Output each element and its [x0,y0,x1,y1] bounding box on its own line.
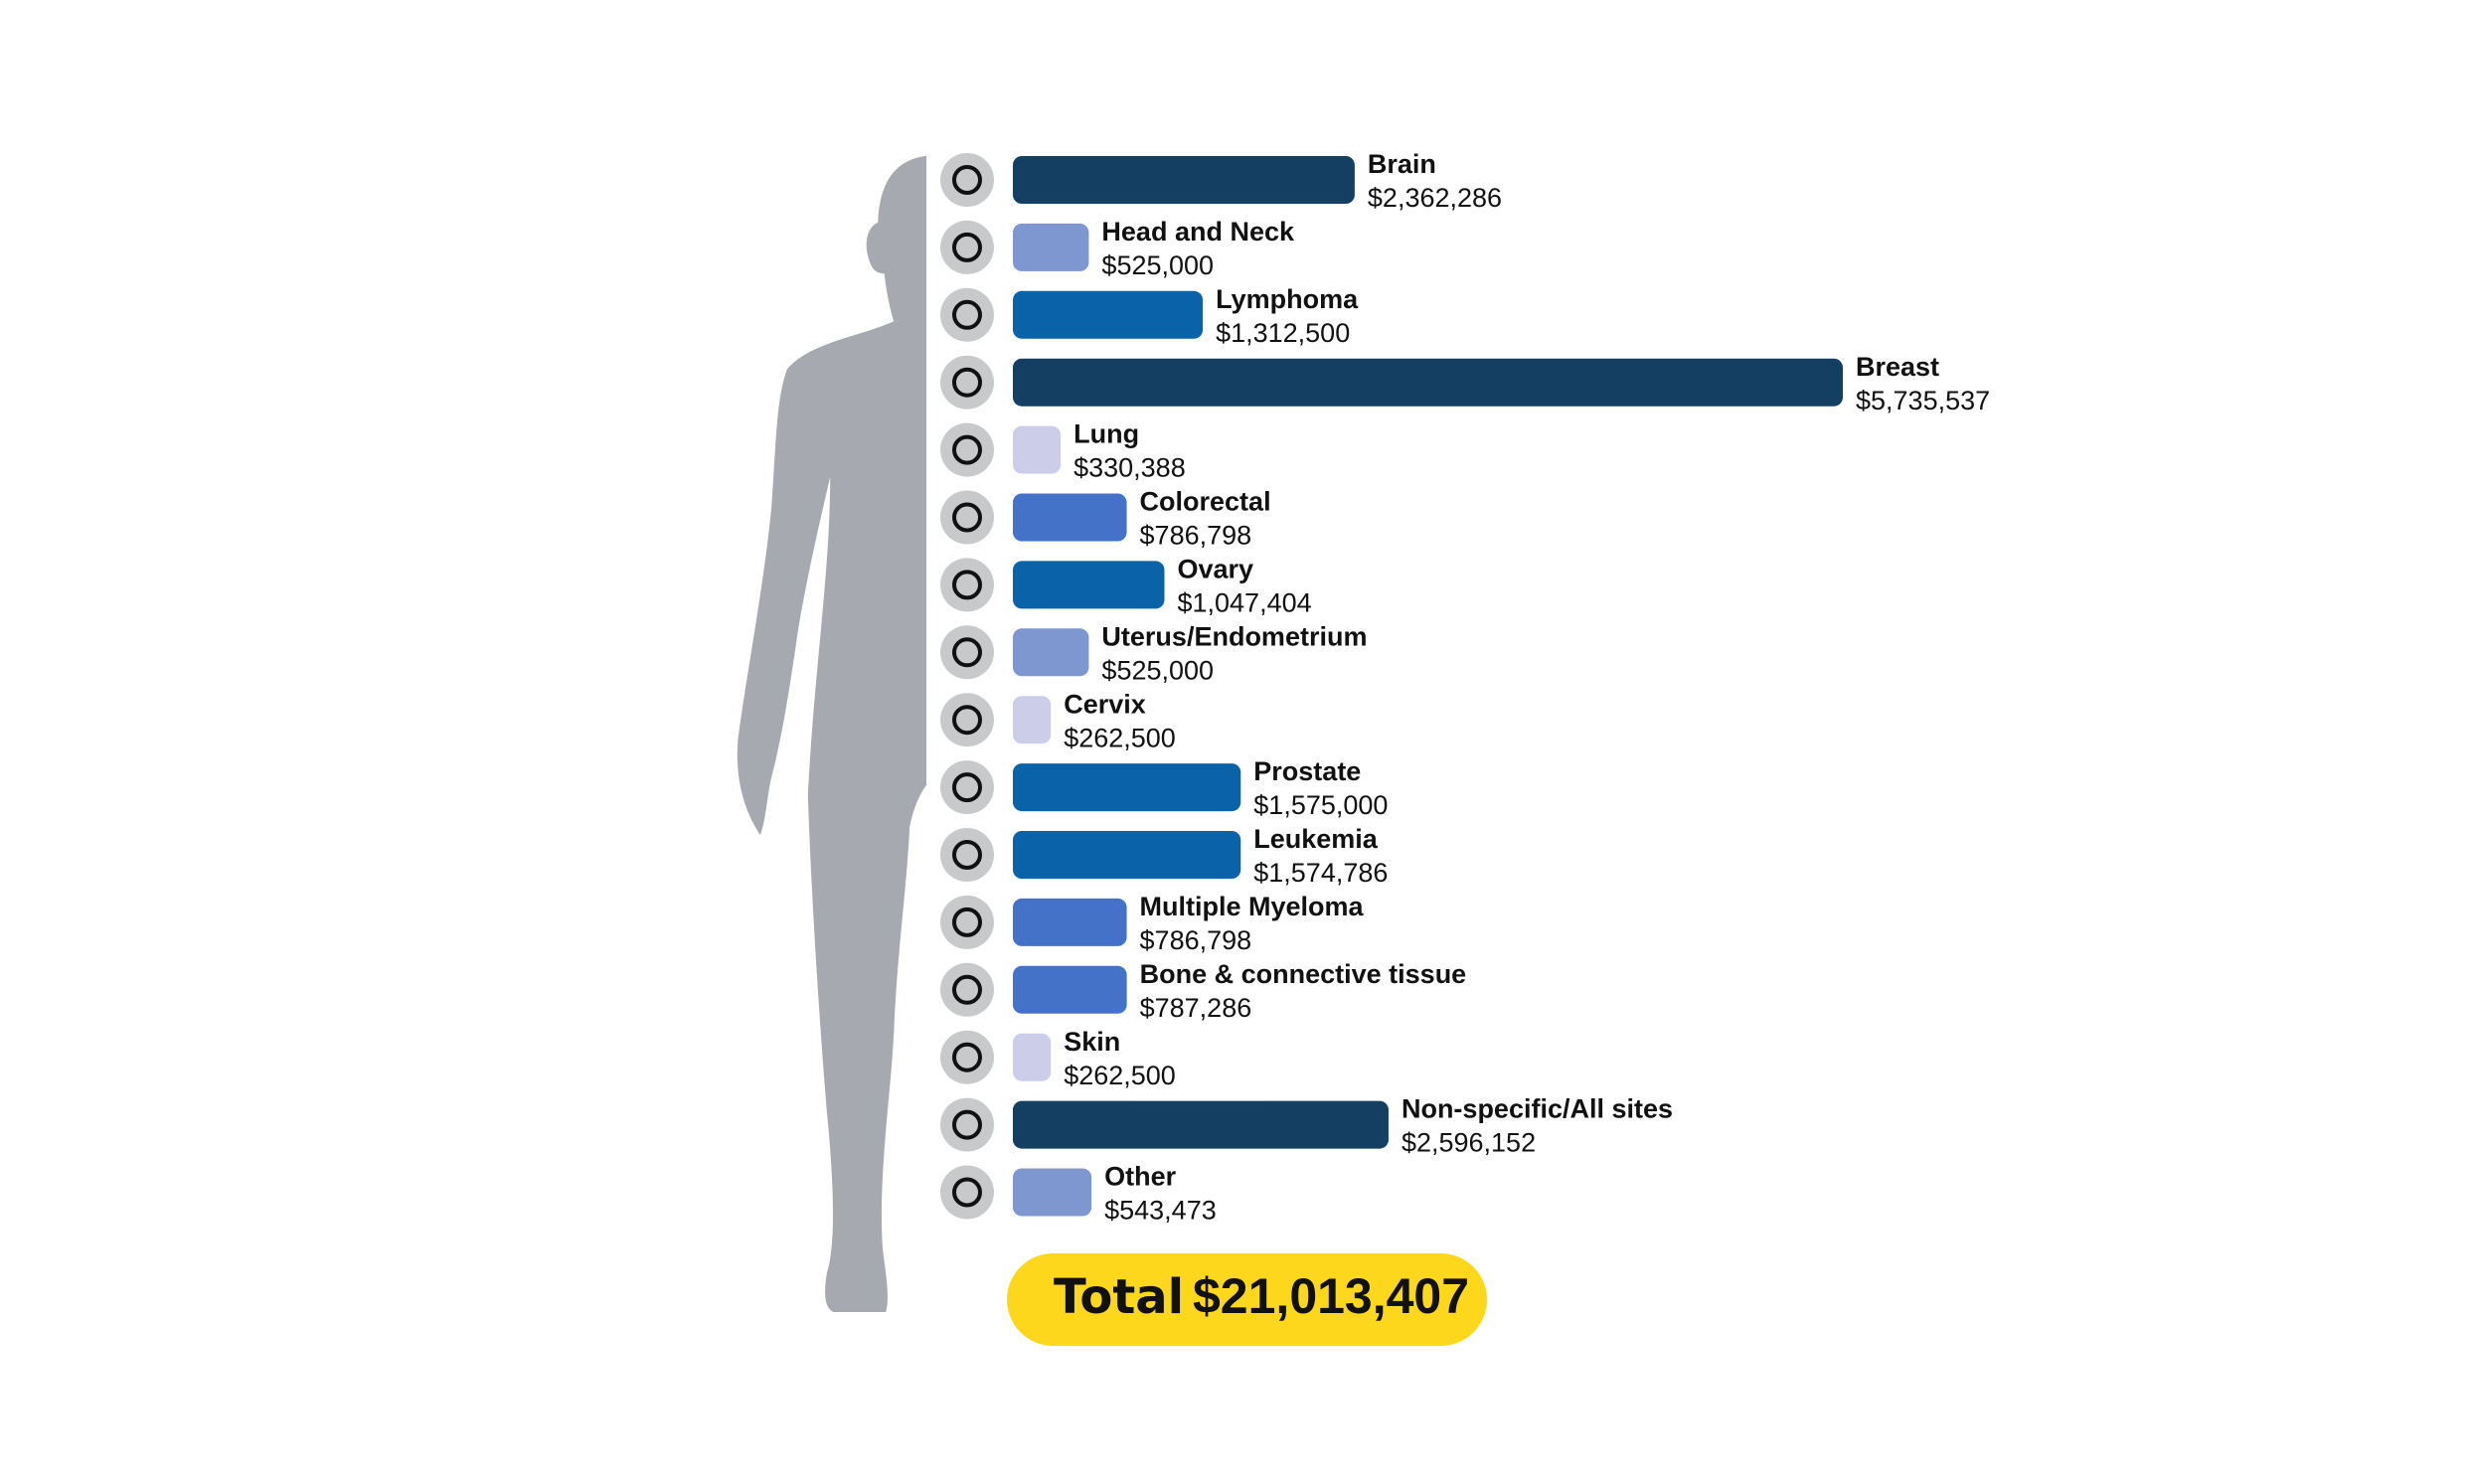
row-icon [940,1097,994,1152]
row-icon [940,153,994,207]
bar-category-label: Breast [1856,352,1939,382]
bar [1013,290,1204,339]
bar-category-label: Bone & connective tissue [1140,959,1467,989]
row-icon [940,1030,994,1084]
bar-value-label: $786,798 [1140,521,1252,551]
row-icon-glyph [952,1177,982,1208]
bar-category-label: Colorectal [1140,487,1271,517]
bar-category-label: Ovary [1177,555,1253,584]
row-icon-glyph [952,840,982,870]
bar-category-label: Prostate [1253,756,1361,786]
bar-value-label: $1,574,786 [1253,858,1388,888]
bar-value-label: $1,312,500 [1216,318,1350,348]
silhouette [737,155,928,1312]
bar [1013,425,1062,474]
bar [1013,493,1127,542]
bar-value-label: $330,388 [1073,453,1186,483]
bar-category-label: Leukemia [1253,824,1379,854]
bar-value-label: $2,596,152 [1401,1128,1536,1158]
bar-category-label: Non-specific/All sites [1401,1094,1673,1124]
row-icon-glyph [952,232,982,262]
row-icon-glyph [952,907,982,937]
bar-category-label: Head and Neck [1101,217,1295,247]
total-value: $21,013,407 [1193,1268,1469,1324]
row-icon [940,693,994,747]
bar [1013,628,1089,677]
bar-value-label: $543,473 [1104,1196,1217,1226]
row-icon-glyph [952,502,982,533]
bar [1013,156,1355,204]
total-badge: Total $21,013,407 [1007,1253,1487,1346]
row-icon [940,287,994,342]
row-icon-glyph [952,705,982,736]
row-icon [940,220,994,274]
bar [1013,696,1052,744]
bar [1013,965,1127,1014]
bar [1013,358,1843,407]
bar-value-label: $262,500 [1064,1061,1176,1090]
bar-value-label: $262,500 [1064,723,1176,752]
row-icon-glyph [952,772,982,803]
row-icon-glyph [952,299,982,330]
bar-category-label: Brain [1368,149,1436,179]
total-label: Total [1054,1269,1184,1325]
bar [1013,561,1165,609]
row-icon [940,1165,994,1220]
bar-category-label: Lymphoma [1216,284,1359,314]
bar-category-label: Cervix [1064,689,1146,719]
bar [1013,223,1089,271]
row-icon-glyph [952,367,982,398]
row-icon-glyph [952,1042,982,1072]
bar-value-label: $5,735,537 [1856,386,1990,415]
row-icon [940,422,994,477]
row-icon-glyph [952,165,982,195]
bar-value-label: $525,000 [1101,655,1214,685]
row-icon-glyph [952,974,982,1005]
bar [1013,1168,1092,1217]
bar [1013,763,1241,812]
row-icon [940,895,994,949]
row-icon-glyph [952,434,982,465]
bar-value-label: $1,575,000 [1253,790,1388,820]
row-icon [940,490,994,545]
bar-value-label: $786,798 [1140,925,1252,955]
row-icon [940,962,994,1017]
row-icon [940,828,994,882]
bar [1013,831,1241,879]
row-icon-glyph [952,637,982,668]
bar-value-label: $525,000 [1101,250,1214,280]
bar-category-label: Uterus/Endometrium [1101,621,1367,651]
bar-value-label: $1,047,404 [1177,588,1311,618]
bar-value-label: $2,362,286 [1368,183,1502,213]
total-pill [1007,1253,1487,1346]
row-icon [940,625,994,680]
row-icon [940,760,994,815]
bar [1013,898,1127,946]
bar [1013,1100,1389,1149]
bar-category-label: Lung [1073,419,1139,449]
row-icon-glyph [952,570,982,600]
bar-category-label: Multiple Myeloma [1140,892,1365,921]
bar-value-label: $787,286 [1140,993,1252,1023]
row-icon-glyph [952,1109,982,1140]
row-icon [940,355,994,410]
bar-category-label: Other [1104,1162,1177,1192]
bar [1013,1033,1052,1081]
bar-category-label: Skin [1064,1027,1120,1057]
row-icon [940,558,994,612]
